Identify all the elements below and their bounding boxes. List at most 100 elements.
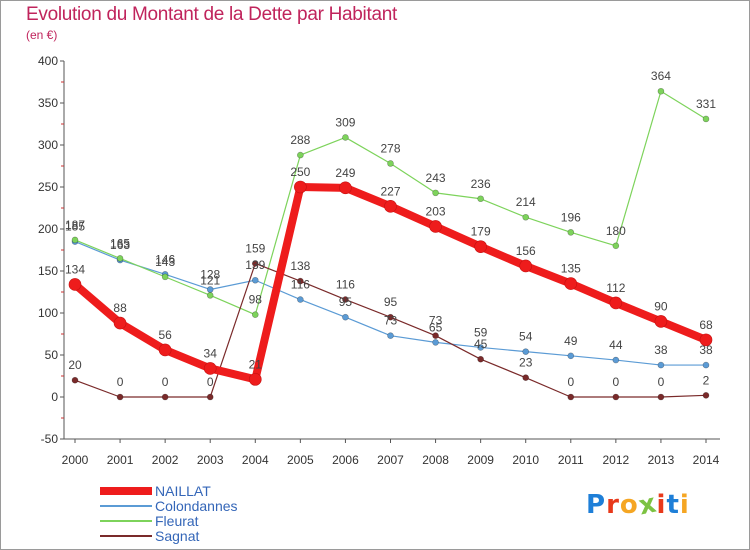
data-label-naillat: 156 (516, 244, 536, 258)
data-label-naillat: 203 (426, 204, 446, 218)
data-point-colondannes (432, 339, 439, 346)
logo-letter: i (679, 490, 690, 520)
data-label-fleurat: 180 (606, 224, 626, 238)
data-label-colondannes: 49 (564, 334, 578, 348)
y-tick-label: 300 (38, 138, 58, 152)
x-tick-label: 2011 (558, 453, 584, 467)
logo-letter: r (606, 490, 620, 520)
data-point-fleurat (612, 242, 620, 250)
data-point-colondannes (477, 344, 484, 351)
data-label-naillat: 34 (204, 346, 218, 360)
data-label-fleurat: 243 (426, 171, 446, 185)
data-point-fleurat (657, 87, 665, 95)
data-label-colondannes: 185 (65, 220, 85, 234)
logo-letter: o (619, 490, 639, 520)
x-tick-label: 2008 (422, 453, 449, 467)
data-point-sagnat (342, 296, 349, 303)
data-label-sagnat: 0 (613, 375, 620, 389)
data-point-fleurat (432, 189, 439, 197)
data-label-naillat: 90 (654, 299, 668, 313)
data-label-naillat: 112 (606, 281, 625, 295)
data-label-colondannes: 59 (474, 325, 488, 339)
y-tick-label: 200 (38, 222, 58, 236)
legend-label: NAILLAT (155, 483, 211, 499)
x-tick-label: 2009 (467, 453, 494, 467)
legend-item-fleurat: Fleurat (100, 513, 199, 529)
data-point-fleurat (71, 236, 79, 244)
data-point-naillat (384, 200, 397, 213)
y-tick-label: 250 (38, 180, 58, 194)
data-label-naillat: 21 (249, 357, 263, 371)
x-tick-label: 2006 (332, 453, 359, 467)
data-label-sagnat: 0 (162, 375, 169, 389)
y-tick-label: 400 (38, 54, 58, 68)
legend-swatch (100, 487, 152, 495)
data-label-naillat: 88 (113, 301, 127, 315)
data-label-sagnat: 159 (245, 241, 265, 255)
data-point-colondannes (567, 352, 575, 360)
data-point-colondannes (387, 332, 394, 339)
data-point-colondannes (612, 356, 620, 364)
data-label-fleurat: 121 (200, 273, 220, 287)
data-label-colondannes: 163 (110, 238, 130, 252)
data-label-sagnat: 45 (474, 337, 488, 351)
data-point-sagnat (657, 393, 665, 401)
data-point-colondannes (522, 348, 530, 355)
data-point-sagnat (206, 393, 214, 401)
legend-swatch (100, 535, 152, 537)
data-point-sagnat (477, 355, 484, 363)
data-label-fleurat: 288 (290, 133, 310, 147)
data-point-colondannes (206, 286, 214, 293)
legend-label: Sagnat (155, 528, 200, 544)
data-label-fleurat: 196 (561, 210, 581, 224)
data-label-fleurat: 143 (155, 255, 175, 269)
x-tick-label: 2004 (242, 453, 269, 467)
data-point-sagnat (612, 393, 620, 401)
data-label-colondannes: 38 (654, 343, 668, 357)
data-label-naillat: 227 (380, 184, 400, 198)
data-point-colondannes (657, 361, 665, 369)
legend-swatch (100, 505, 152, 507)
data-point-naillat (339, 181, 352, 195)
data-point-naillat (68, 278, 82, 291)
data-point-naillat (294, 180, 307, 194)
data-point-fleurat (522, 213, 530, 221)
data-label-fleurat: 165 (110, 236, 130, 250)
data-label-naillat: 56 (158, 328, 172, 342)
data-point-naillat (654, 315, 668, 328)
legend-swatch (100, 520, 152, 522)
logo-letter: P (586, 490, 607, 520)
x-tick-label: 2000 (62, 453, 89, 467)
x-tick-label: 2010 (512, 453, 539, 467)
logo-letter: t (666, 490, 680, 520)
data-label-fleurat: 278 (380, 141, 400, 155)
data-label-sagnat: 23 (519, 356, 533, 370)
data-label-sagnat: 0 (117, 375, 124, 389)
data-label-sagnat: 0 (567, 375, 574, 389)
x-tick-label: 2013 (648, 453, 675, 467)
data-point-sagnat (71, 376, 79, 384)
data-label-colondannes: 146 (155, 252, 175, 266)
data-point-colondannes (702, 361, 710, 369)
data-label-sagnat: 20 (68, 358, 82, 372)
data-label-colondannes: 116 (291, 278, 310, 292)
data-label-colondannes: 73 (384, 314, 398, 328)
data-label-colondannes: 139 (245, 258, 265, 272)
data-label-sagnat: 138 (290, 259, 310, 273)
data-label-naillat: 250 (290, 165, 310, 179)
data-label-sagnat: 0 (658, 375, 665, 389)
data-point-sagnat (297, 277, 304, 285)
data-point-colondannes (297, 296, 304, 303)
legend-label: Fleurat (155, 513, 199, 529)
x-tick-label: 2012 (603, 453, 630, 467)
data-label-fleurat: 187 (65, 218, 85, 232)
y-tick-label: 0 (51, 390, 58, 404)
legend-label: Colondannes (155, 498, 238, 514)
data-label-colondannes: 95 (339, 295, 353, 309)
x-tick-label: 2002 (152, 453, 179, 467)
data-point-sagnat (432, 332, 439, 339)
x-tick-label: 2001 (107, 453, 134, 467)
y-tick-label: 100 (38, 306, 58, 320)
data-point-naillat (429, 220, 442, 233)
